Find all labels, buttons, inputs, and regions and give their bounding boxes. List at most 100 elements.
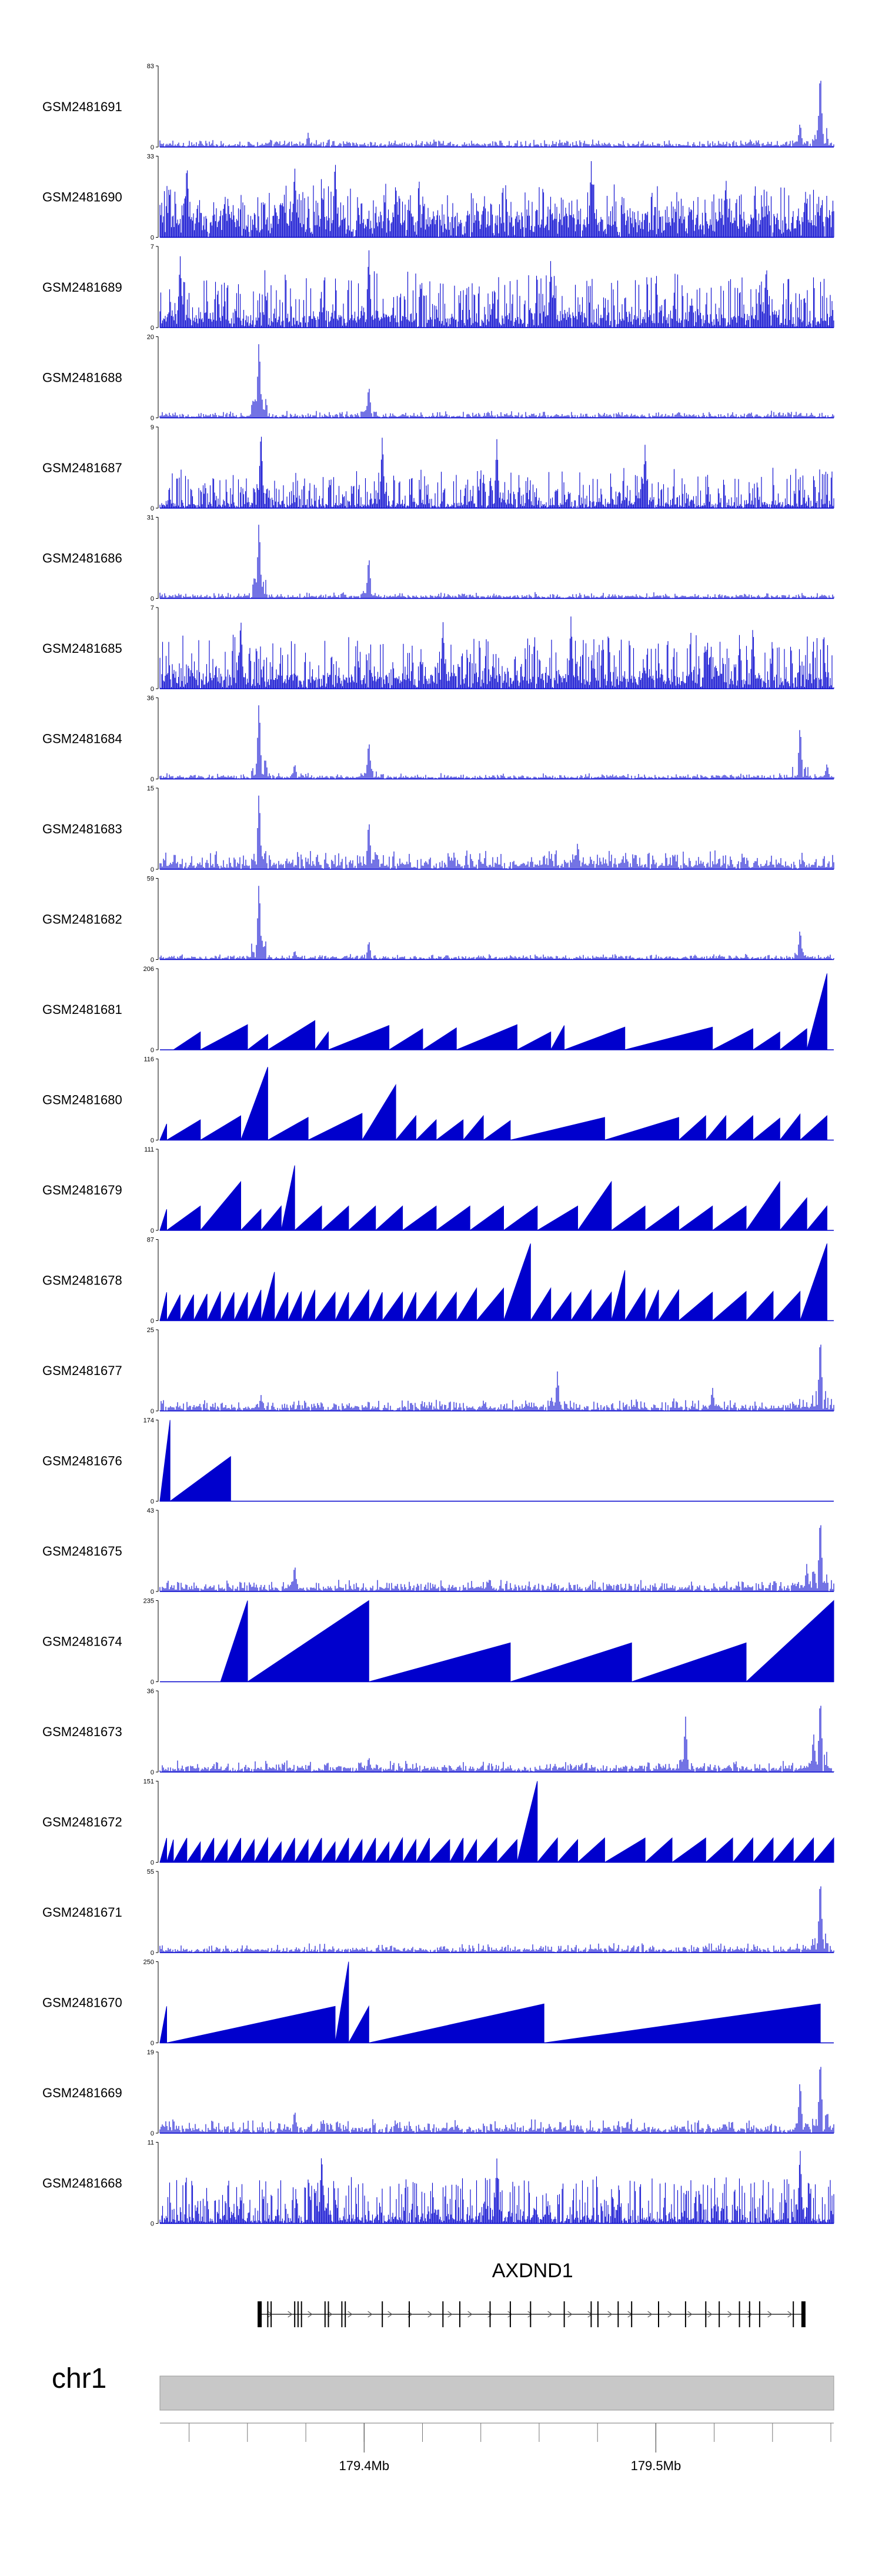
- y-max-label: 55: [147, 1868, 154, 1876]
- signal-bars: [159, 1525, 834, 1591]
- y-max-label: 111: [144, 1146, 154, 1153]
- y-max-label: 36: [147, 695, 154, 702]
- gene-exon: [658, 2301, 659, 2327]
- gene-exon: [631, 2301, 633, 2327]
- track-name-label: GSM2481673: [42, 1724, 122, 1739]
- strand-arrow: [647, 2311, 653, 2318]
- track-GSM2481668: GSM2481668 11 0: [42, 2140, 834, 2228]
- track-GSM2481686: GSM2481686 31 0: [42, 515, 834, 603]
- signal-bars: [159, 1344, 834, 1411]
- y-min-label: 0: [151, 505, 154, 512]
- track-GSM2481673: GSM2481673 36 0: [42, 1688, 834, 1776]
- y-max-label: 206: [143, 966, 154, 973]
- signal-area: [159, 1781, 834, 1863]
- y-min-label: 0: [151, 866, 154, 873]
- signal-bars: [159, 2067, 834, 2133]
- track-GSM2481681: GSM2481681 206 0: [42, 966, 834, 1054]
- signal-tracks: GSM2481691830GSM2481690330GSM248168970GS…: [42, 63, 834, 2228]
- strand-arrow: [527, 2311, 533, 2318]
- track-name-label: GSM2481675: [42, 1544, 122, 1559]
- strand-arrow: [308, 2311, 313, 2318]
- gene-exon: [749, 2301, 750, 2327]
- signal-bars: [159, 344, 834, 418]
- gene-exon: [258, 2301, 262, 2327]
- track-GSM2481682: GSM2481682 59 0: [42, 876, 834, 964]
- y-min-label: 0: [151, 2130, 154, 2137]
- strand-arrow: [607, 2311, 613, 2318]
- y-min-label: 0: [151, 1860, 154, 1867]
- chromosome-ideogram: [159, 2375, 834, 2411]
- y-max-label: 33: [147, 154, 154, 161]
- strand-arrow: [288, 2311, 293, 2318]
- strand-arrow: [348, 2311, 353, 2318]
- y-min-label: 0: [151, 1589, 154, 1596]
- track-name-label: GSM2481690: [42, 190, 122, 205]
- track-name-label: GSM2481668: [42, 2176, 122, 2191]
- track-name-label: GSM2481678: [42, 1273, 122, 1288]
- track-name-label: GSM2481672: [42, 1815, 122, 1830]
- y-max-label: 7: [151, 605, 154, 612]
- gene-exon: [382, 2301, 383, 2327]
- y-max-label: 235: [143, 1598, 154, 1605]
- y-min-label: 0: [151, 2221, 154, 2228]
- y-max-label: 83: [147, 63, 154, 70]
- gene-exon: [297, 2301, 299, 2327]
- y-max-label: 59: [147, 876, 154, 883]
- chromosome-axis-track: chr1 179.4Mb 179.5Mb: [52, 2363, 834, 2473]
- y-min-label: 0: [151, 1137, 154, 1144]
- x-tick-label: 179.4Mb: [339, 2458, 389, 2473]
- gene-exon: [442, 2301, 444, 2327]
- track-name-label: GSM2481685: [42, 641, 122, 656]
- gene-exon: [719, 2301, 720, 2327]
- strand-arrow: [268, 2311, 273, 2318]
- chromosome-label: chr1: [52, 2363, 106, 2394]
- gene-exon: [617, 2301, 619, 2327]
- signal-area: [159, 1165, 827, 1231]
- gene-exon: [270, 2301, 272, 2327]
- gene-exon: [793, 2301, 794, 2327]
- track-name-label: GSM2481670: [42, 1996, 122, 2010]
- y-max-label: 87: [147, 1237, 154, 1244]
- y-min-label: 0: [151, 415, 154, 422]
- gene-exon: [341, 2301, 343, 2327]
- track-GSM2481678: GSM2481678 87 0: [42, 1237, 834, 1325]
- gene-exon: [409, 2301, 410, 2327]
- strand-arrow: [368, 2311, 373, 2318]
- y-min-label: 0: [151, 1047, 154, 1054]
- y-max-label: 174: [143, 1417, 154, 1424]
- y-max-label: 116: [143, 1056, 154, 1063]
- signal-bars: [159, 525, 834, 599]
- signal-bars: [159, 250, 834, 328]
- gene-exon: [739, 2301, 740, 2327]
- signal-area: [159, 1067, 827, 1140]
- y-min-label: 0: [151, 1679, 154, 1686]
- strand-arrow: [427, 2311, 433, 2318]
- gene-exon: [328, 2301, 329, 2327]
- y-min-label: 0: [151, 1408, 154, 1415]
- track-name-label: GSM2481684: [42, 732, 122, 746]
- gene-exon: [509, 2301, 511, 2327]
- gene-exon: [590, 2301, 592, 2327]
- signal-bars: [159, 1706, 834, 1772]
- y-min-label: 0: [151, 325, 154, 332]
- strand-arrow: [687, 2311, 693, 2318]
- track-GSM2481677: GSM2481677 25 0: [42, 1327, 834, 1415]
- track-GSM2481676: GSM2481676 174 0: [42, 1417, 834, 1506]
- track-name-label: GSM2481689: [42, 280, 122, 295]
- strand-arrow: [767, 2311, 773, 2318]
- gene-exon: [759, 2301, 760, 2327]
- signal-area: [159, 1243, 827, 1321]
- signal-bars: [159, 616, 834, 689]
- track-name-label: GSM2481676: [42, 1454, 122, 1469]
- signal-bars: [159, 2151, 834, 2224]
- y-min-label: 0: [151, 1769, 154, 1776]
- strand-arrow: [547, 2311, 553, 2318]
- track-name-label: GSM2481686: [42, 551, 122, 566]
- signal-bars: [159, 81, 834, 147]
- strand-arrow: [727, 2311, 733, 2318]
- gene-exon: [597, 2301, 599, 2327]
- track-GSM2481689: GSM2481689 7 0: [42, 243, 834, 332]
- y-max-label: 151: [143, 1778, 154, 1786]
- track-GSM2481685: GSM2481685 7 0: [42, 605, 834, 693]
